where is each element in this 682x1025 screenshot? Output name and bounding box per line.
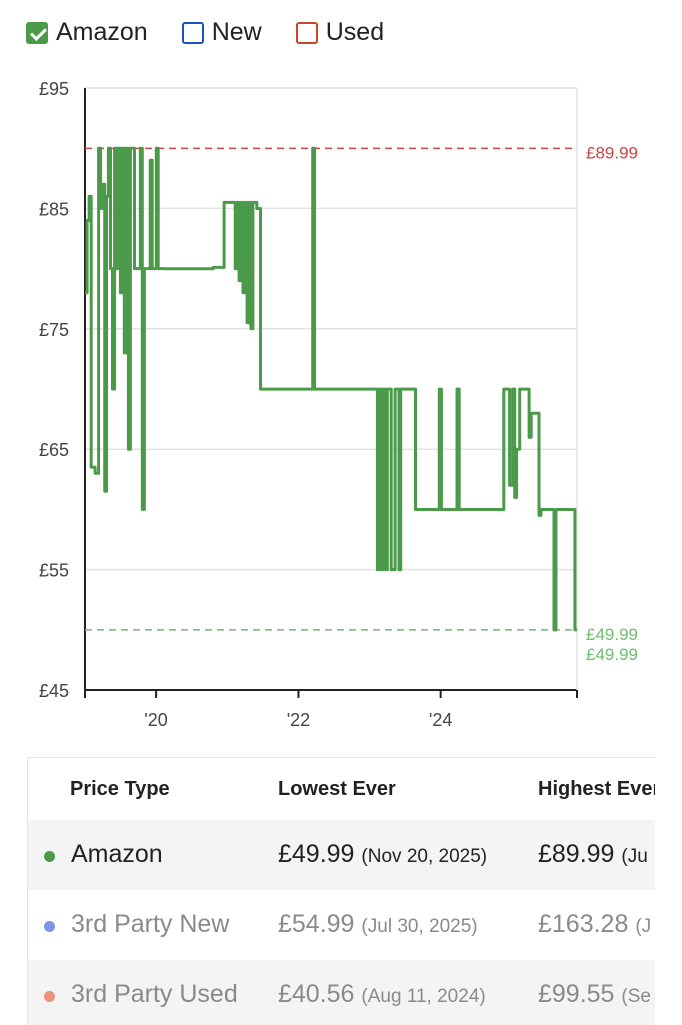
y-tick-label: £65 xyxy=(39,440,69,460)
used-dot-icon xyxy=(44,991,55,1002)
header-highest-ever: Highest Ever xyxy=(538,778,655,800)
highest-date: (Ju xyxy=(621,846,648,867)
price-history-chart[interactable]: £95 £85 £75 £65 £55 £45 '20 '22 '24 £89.99 £49.99£… xyxy=(0,70,682,730)
lowest-ever-cell: £49.99 (Nov 20, 2025) xyxy=(278,840,487,869)
current-price-label: £49.99 xyxy=(586,645,638,664)
lowest-date: (Nov 20, 2025) xyxy=(361,846,488,867)
used-checkbox-icon[interactable] xyxy=(295,21,318,44)
amazon-checkbox-icon[interactable] xyxy=(26,21,48,44)
reference-line-label: £49.99 xyxy=(586,625,638,644)
table-row-3rd-party-used[interactable]: 3rd Party Used £40.56 (Aug 11, 2024) £99… xyxy=(28,960,655,1025)
y-tick-label: £75 xyxy=(39,320,69,340)
legend-new-toggle[interactable]: New xyxy=(181,18,262,47)
price-type-name: 3rd Party New xyxy=(71,910,230,938)
lowest-price: £49.99 xyxy=(278,840,355,868)
y-tick-label: £85 xyxy=(39,199,69,219)
y-tick-label: £55 xyxy=(39,561,69,581)
lowest-price: £54.99 xyxy=(278,910,355,938)
x-tick-label: '22 xyxy=(287,710,310,730)
table-header-row: Price Type Lowest Ever Highest Ever xyxy=(28,758,655,820)
lowest-ever-cell: £54.99 (Jul 30, 2025) xyxy=(278,910,478,939)
new-checkbox-icon[interactable] xyxy=(181,21,204,44)
series-line-amazon xyxy=(85,146,577,632)
highest-price: £89.99 xyxy=(538,840,615,868)
header-price-type: Price Type xyxy=(70,778,170,800)
price-stats-table: Price Type Lowest Ever Highest Ever Amaz… xyxy=(27,757,655,1025)
highest-ever-cell: £89.99 (Ju xyxy=(538,840,648,869)
highest-price: £99.55 xyxy=(538,980,615,1008)
price-type-name: Amazon xyxy=(71,840,163,868)
highest-ever-cell: £99.55 (Se xyxy=(538,980,651,1009)
price-type-name: 3rd Party Used xyxy=(71,980,238,1008)
table-row-amazon[interactable]: Amazon £49.99 (Nov 20, 2025) £89.99 (Ju xyxy=(28,820,655,890)
table-row-3rd-party-new[interactable]: 3rd Party New £54.99 (Jul 30, 2025) £163… xyxy=(28,890,655,960)
header-lowest-ever: Lowest Ever xyxy=(278,778,396,800)
legend-label: Amazon xyxy=(56,18,148,46)
highest-date: (Se xyxy=(621,986,651,1007)
legend-amazon-toggle[interactable]: Amazon xyxy=(26,18,148,47)
reference-line-label: £89.99 xyxy=(586,143,638,162)
chart-legend: Amazon New Used xyxy=(26,18,418,47)
legend-label: New xyxy=(211,18,262,46)
lowest-date: (Aug 11, 2024) xyxy=(361,986,486,1007)
y-tick-label: £95 xyxy=(39,79,69,99)
lowest-date: (Jul 30, 2025) xyxy=(361,916,478,937)
x-tick-label: '24 xyxy=(429,710,452,730)
amazon-dot-icon xyxy=(44,851,55,862)
legend-used-toggle[interactable]: Used xyxy=(295,18,385,47)
highest-ever-cell: £163.28 (J xyxy=(538,910,651,939)
legend-label: Used xyxy=(325,18,385,46)
highest-date: (J xyxy=(635,916,652,937)
lowest-price: £40.56 xyxy=(278,980,355,1008)
new-dot-icon xyxy=(44,921,55,932)
x-tick-label: '20 xyxy=(144,710,167,730)
y-tick-label: £45 xyxy=(39,681,69,701)
highest-price: £163.28 xyxy=(538,910,629,938)
lowest-ever-cell: £40.56 (Aug 11, 2024) xyxy=(278,980,486,1009)
